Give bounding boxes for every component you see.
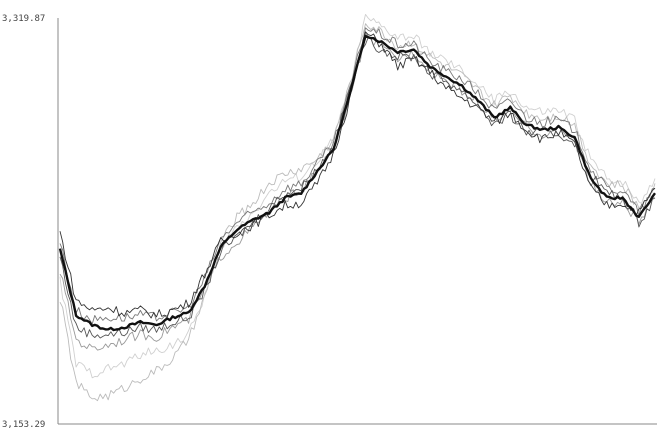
series-line-5 xyxy=(59,23,656,402)
series-line-2 xyxy=(59,36,656,339)
series-line-4 xyxy=(59,32,656,351)
y-axis: 3,319.87 3,153.29 xyxy=(2,14,59,430)
series-line-1 xyxy=(59,31,656,319)
y-tick-label-top: 3,319.87 xyxy=(2,14,45,24)
series-line-3 xyxy=(59,27,656,325)
y-tick-label-bottom: 3,153.29 xyxy=(2,420,45,430)
series-layer xyxy=(58,13,656,402)
series-line-main xyxy=(58,34,656,332)
